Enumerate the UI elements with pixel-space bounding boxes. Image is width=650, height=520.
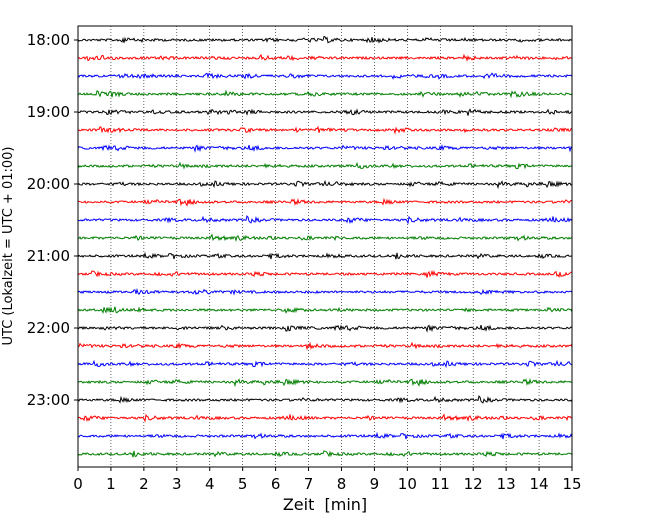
x-tick-label: 5 [238, 475, 248, 493]
trace-1945 [77, 161, 573, 170]
x-tick-label: 1 [106, 475, 116, 493]
trace-1930 [77, 144, 573, 153]
x-tick-label: 2 [139, 475, 149, 493]
y-tick-labels: 18:00 19:00 20:00 21:00 22:00 23:00 [27, 31, 70, 409]
axis-ticks [74, 39, 573, 471]
x-tick-label: 15 [562, 475, 581, 493]
trace-2300 [77, 395, 573, 404]
trace-2230 [77, 359, 573, 369]
x-tick-labels: 0 1 2 3 4 5 6 7 8 9 10 11 12 13 14 15 [73, 475, 581, 493]
y-tick-label: 20:00 [27, 175, 70, 193]
y-axis-title: UTC (Lokalzeit = UTC + 01:00) [1, 147, 16, 346]
trace-2200 [77, 324, 573, 333]
x-tick-label: 12 [464, 475, 483, 493]
y-tick-label: 23:00 [27, 391, 70, 409]
y-tick-label: 18:00 [27, 31, 70, 49]
trace-1815 [77, 53, 572, 62]
seismic-traces [77, 35, 573, 458]
x-tick-label: 3 [172, 475, 182, 493]
trace-2000 [77, 179, 573, 190]
trace-2215 [77, 341, 573, 351]
trace-2045 [77, 233, 573, 242]
x-tick-label: 10 [398, 475, 417, 493]
x-tick-label: 0 [73, 475, 83, 493]
trace-2015 [77, 197, 573, 207]
trace-2100 [77, 251, 573, 260]
trace-1845 [77, 89, 573, 99]
x-axis-title: Zeit [min] [283, 495, 367, 514]
trace-1915 [77, 125, 573, 135]
trace-2030 [77, 215, 573, 225]
plot-frame [77, 25, 573, 468]
y-tick-label: 22:00 [27, 319, 70, 337]
trace-2115 [77, 269, 573, 278]
trace-2130 [77, 287, 573, 296]
trace-2245 [77, 377, 573, 388]
trace-1900 [77, 108, 573, 116]
x-tick-label: 8 [337, 475, 347, 493]
x-tick-label: 4 [205, 475, 215, 493]
x-tick-label: 7 [304, 475, 314, 493]
y-tick-label: 19:00 [27, 103, 70, 121]
trace-2315 [77, 413, 573, 423]
x-tick-label: 6 [271, 475, 281, 493]
y-tick-label: 21:00 [27, 247, 70, 265]
x-tick-label: 11 [431, 475, 450, 493]
x-tick-label: 14 [530, 475, 549, 493]
x-tick-label: 13 [497, 475, 516, 493]
trace-2330 [77, 431, 573, 440]
trace-2345 [77, 450, 573, 458]
trace-1830 [77, 72, 573, 80]
trace-1800 [77, 35, 573, 44]
trace-2145 [77, 306, 573, 314]
x-tick-label: 9 [370, 475, 380, 493]
